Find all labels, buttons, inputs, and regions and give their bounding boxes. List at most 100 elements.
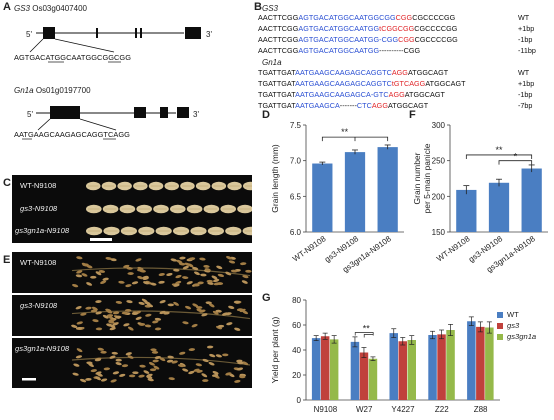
gn1a-seq-segment: TGATTGAT xyxy=(258,68,296,77)
panicle-spikelet xyxy=(126,266,133,270)
panicle-spikelet xyxy=(100,350,107,354)
gs3-allele-label: -11bp xyxy=(518,46,536,55)
panicle-spikelet xyxy=(166,272,173,276)
panicle-spikelet xyxy=(176,259,183,264)
panicle-spikelet xyxy=(226,256,233,260)
gn1a-allele-label: -1bp xyxy=(518,90,533,99)
y-tick-label: 0 xyxy=(297,396,302,405)
bar-gs3gn1a xyxy=(446,330,455,400)
panicle-spikelet xyxy=(91,306,98,311)
gs3-seq-segment: AACTTCGG xyxy=(258,13,299,22)
panicle-spikelet xyxy=(115,362,122,366)
panicle-spikelet xyxy=(245,269,252,273)
panicle-spikelet xyxy=(76,348,83,353)
gn1a-seq-segment: AATGAAGCAAGAGCAGGTC xyxy=(295,79,392,88)
gs3-seq-segment: AACTTCGG xyxy=(258,35,299,44)
panel-label-f: F xyxy=(409,109,416,121)
gs3-seq-segment: AGTGACATGGCAATGG xyxy=(298,46,380,55)
legend-item-gs3: gs3 xyxy=(497,321,519,330)
bar-WT xyxy=(311,338,321,400)
panicle-spikelet xyxy=(125,352,132,356)
panicle-spikelet xyxy=(147,378,154,382)
panicle-spikelet xyxy=(167,355,174,359)
panicle-spikelet xyxy=(95,327,103,331)
panicle-spikelet xyxy=(76,256,83,260)
grain-scale-bar xyxy=(90,238,112,241)
panicle-spikelet xyxy=(75,355,83,359)
panicle-spikelet xyxy=(128,374,136,378)
panicle-spikelet xyxy=(192,266,199,271)
panicle-spikelet xyxy=(173,268,180,272)
panicle-spikelet xyxy=(109,324,116,328)
panicle-spikelet xyxy=(230,269,238,273)
panicle-spikelet xyxy=(72,372,79,376)
panel-label-c: C xyxy=(3,177,11,189)
significance-label: ** xyxy=(363,324,371,334)
grain-row-label-wt: WT-N9108 xyxy=(20,181,57,190)
gn1a-seq-segment: ATGGCAGT xyxy=(387,101,429,110)
legend-label-gs3gn1a: gs3gn1a xyxy=(507,332,537,341)
panicle-spikelet xyxy=(226,322,233,326)
panicle-spikelet xyxy=(236,367,244,371)
y-tick-label: 40 xyxy=(292,346,301,355)
panel-label-e: E xyxy=(3,254,11,266)
panicle-spikelet xyxy=(123,264,130,268)
panicle-spikelet xyxy=(98,270,106,273)
yield-legend: WT gs3 gs3gn1a xyxy=(497,310,554,350)
gn1a-seq-segment: AGG xyxy=(391,68,408,77)
panicle-image-gs3gn1a xyxy=(22,345,251,383)
gs3-seq-segment: AGTGACATGGCAATGG xyxy=(298,35,380,44)
panicle-spikelet xyxy=(171,360,178,364)
panicle-spikelet xyxy=(201,313,208,317)
panicle-spikelet xyxy=(242,310,249,315)
gn1a-row: TGATTGATAATGAAGCA-------CTCAGGATGGCAGT xyxy=(258,101,428,110)
legend-swatch-gs3gn1a xyxy=(497,334,503,340)
panicle-spikelet xyxy=(168,377,175,381)
panicle-spikelet xyxy=(153,365,160,370)
panicle-spikelet xyxy=(204,268,211,272)
y-tick-label: 20 xyxy=(292,371,301,380)
panicle-spikelet xyxy=(211,275,218,280)
panicle-spikelet xyxy=(159,310,166,315)
grain-row-label-gs3gn1a-text: gs3gn1a-N9108 xyxy=(15,226,70,235)
panicle-spikelet xyxy=(186,281,193,285)
panicle-spikelet xyxy=(196,369,203,373)
significance-bracket xyxy=(363,334,374,338)
panicle-spikelet xyxy=(112,322,119,326)
panicle-spikelet xyxy=(225,372,232,376)
gn1a-three-prime: 3' xyxy=(193,110,199,119)
panel-b-gs3-label: GS3 xyxy=(262,4,279,13)
panicle-spikelet xyxy=(211,374,219,377)
bar xyxy=(344,152,366,232)
panicle-spikelet xyxy=(139,364,146,368)
panicle-spikelet xyxy=(127,326,134,331)
gn1a-seq-segment: AGG xyxy=(371,101,388,110)
gs3-three-prime: 3' xyxy=(206,30,212,39)
grain-row-label-gs3: gs3-N9108 xyxy=(20,204,57,213)
gn1a-seq-segment: AATGAAGCA xyxy=(295,101,340,110)
panicle-spikelet xyxy=(215,309,222,313)
panicle-spikelet xyxy=(178,262,186,266)
panicle-spikelet xyxy=(115,358,122,362)
panicle-spikelet xyxy=(118,280,125,284)
legend-item-gs3gn1a: gs3gn1a xyxy=(497,332,536,341)
panicle-spikelet xyxy=(119,373,126,377)
gs3-seq-segment: -CGG xyxy=(379,35,399,44)
panicle-spikelet xyxy=(86,282,93,286)
bar-gs3 xyxy=(437,334,446,400)
panicle-spikelet xyxy=(202,358,209,363)
panicle-spikelet xyxy=(195,363,202,367)
panicle-spikelet xyxy=(92,319,99,323)
gs3-allele-label: WT xyxy=(518,13,530,22)
panicle-spikelet xyxy=(196,308,203,312)
panicle-spikelet xyxy=(112,311,120,315)
panicle-spikelet xyxy=(194,271,200,276)
panicle-spikelet xyxy=(179,256,186,260)
grain-photo: WT-N9108 gs3-N9108 gs3gn1a-N9108 xyxy=(12,175,259,243)
panicle-spikelet xyxy=(81,262,88,267)
panicle-spikelet xyxy=(241,280,248,284)
panicle-spikelet xyxy=(127,272,134,275)
y-axis-label: Yield per plant (g) xyxy=(270,316,280,383)
panicle-spikelet xyxy=(110,258,117,262)
